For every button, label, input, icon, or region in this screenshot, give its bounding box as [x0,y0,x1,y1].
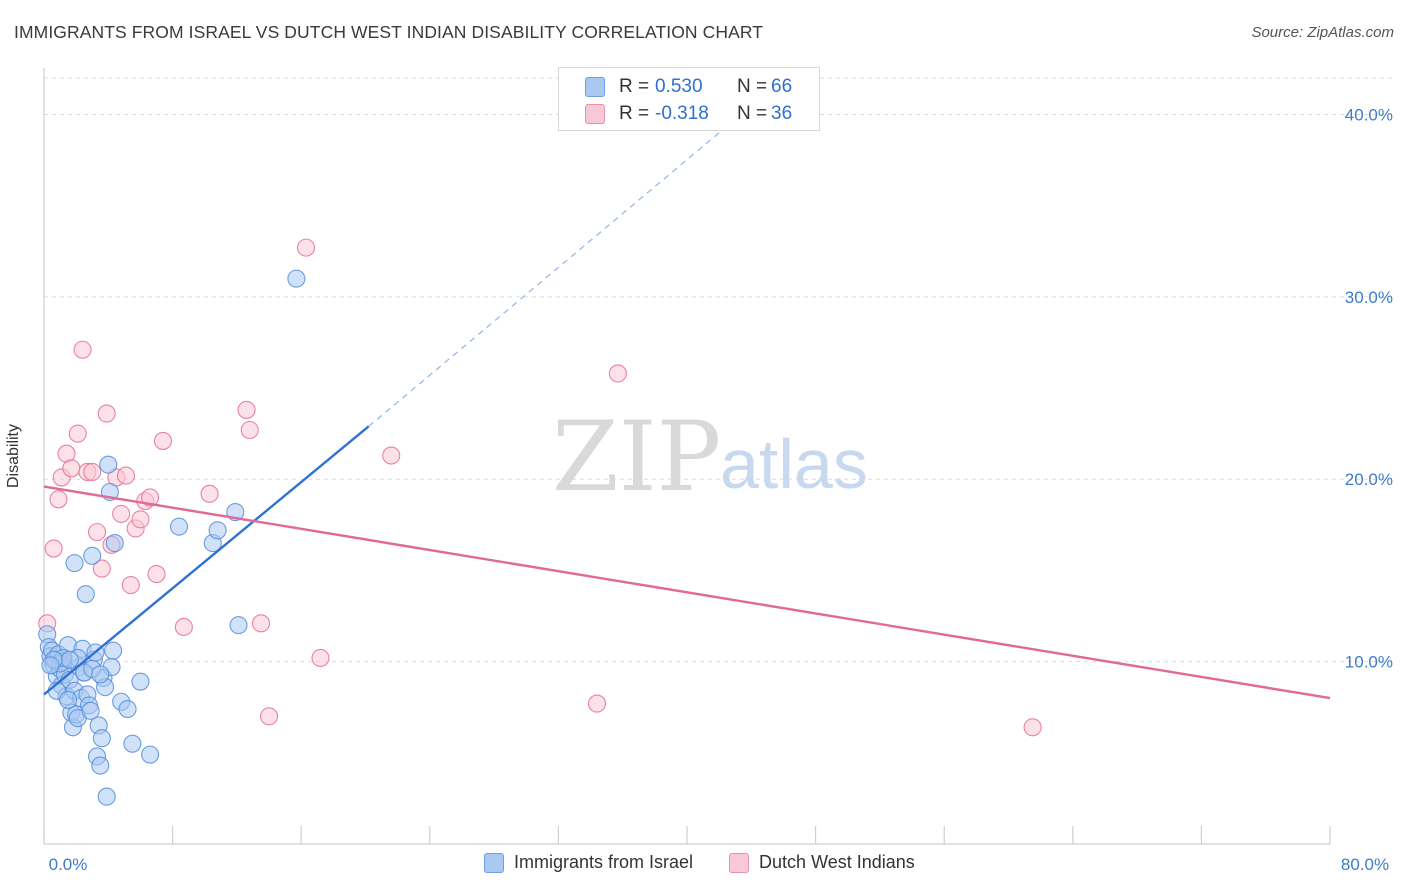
point-israel [97,787,116,806]
point-dutch-west-indian [587,694,607,713]
legend-swatch-dutch [729,852,750,873]
trend-lines [43,132,1331,700]
n-label: N = [737,103,768,124]
point-israel [59,690,78,709]
point-israel [81,701,100,720]
point-israel [141,745,160,764]
point-israel [118,699,137,719]
point-israel [91,665,110,684]
watermark-zip: ZIP [552,401,721,513]
watermark-atlas: atlas [720,425,868,503]
source-label: Source: ZipAtlas.com [1251,24,1394,41]
point-israel [65,554,84,573]
point-dutch-west-indian [1023,718,1042,737]
legend-row-dutch: R = -0.318 N = 36 [585,102,792,126]
y-tick-label: 40.0% [1345,105,1393,124]
legend-swatch-dutch [585,104,605,124]
point-dutch-west-indian [87,523,107,542]
point-dutch-west-indian [97,404,116,423]
legend-label-israel: Immigrants from Israel [514,852,694,872]
point-dutch-west-indian [92,559,111,578]
legend-item-israel[interactable]: Immigrants from Israel [484,852,693,873]
n-value: 36 [771,103,793,124]
point-israel [92,729,111,748]
point-dutch-west-indian [68,424,87,443]
point-israel [83,546,102,565]
axes [43,68,1331,845]
trend-line-israel [43,425,370,696]
legend-swatch-israel [585,77,605,97]
point-israel [105,534,124,553]
correlation-legend: R = 0.530 N = 66 R = -0.318 N = 36 [558,67,820,131]
x-tick-label: 0.0% [49,855,88,874]
point-dutch-west-indian [131,510,150,529]
y-tick-label: 10.0% [1345,653,1393,672]
point-israel [229,616,248,635]
point-israel [91,756,110,775]
point-israel [123,734,142,753]
point-dutch-west-indian [237,400,256,419]
point-dutch-west-indian [296,238,316,257]
point-dutch-west-indian [311,648,330,668]
point-israel [287,269,306,288]
point-dutch-west-indian [73,340,92,359]
point-israel [131,672,150,691]
tick-labels: 10.0% 20.0% 30.0% 40.0% 0.0% 80.0% [49,105,1393,874]
point-dutch-west-indian [251,614,271,633]
point-dutch-west-indian [141,488,160,507]
point-israel [41,656,60,675]
trend-line-dutch [43,485,1331,700]
point-dutch-west-indian [240,420,259,440]
point-dutch-west-indian [49,490,68,509]
point-dutch-west-indian [112,504,131,523]
r-value: 0.530 [655,76,703,97]
point-israel [60,650,79,669]
point-dutch-west-indian [62,459,81,478]
point-dutch-west-indian [608,364,627,383]
r-label: R = [619,76,650,97]
point-dutch-west-indian [121,575,140,595]
legend-item-dutch[interactable]: Dutch West Indians [729,852,915,873]
point-israel [99,455,118,474]
legend-label-dutch: Dutch West Indians [759,852,915,872]
point-israel [208,521,227,540]
n-label: N = [737,76,768,97]
y-tick-label: 20.0% [1345,470,1393,489]
point-dutch-west-indian [83,462,102,481]
grid-lines [44,77,1392,663]
point-dutch-west-indian [200,484,219,503]
legend-swatch-israel [484,852,504,873]
point-dutch-west-indian [174,617,193,637]
r-label: R = [619,103,650,124]
trend-line-israel-extension [368,132,720,427]
point-israel [104,641,123,660]
point-israel [76,585,95,604]
point-israel [169,517,189,536]
point-dutch-west-indian [44,539,63,558]
x-tick-label: 80.0% [1341,855,1389,874]
point-dutch-west-indian [116,466,136,485]
r-value: -0.318 [655,103,709,124]
series-legend: Immigrants from Israel Dutch West Indian… [484,852,951,873]
point-dutch-west-indian [147,565,166,584]
n-value: 66 [771,76,793,97]
legend-row-israel: R = 0.530 N = 66 [585,75,792,99]
point-dutch-west-indian [153,431,173,450]
point-dutch-west-indian [259,707,279,726]
y-tick-label: 30.0% [1345,288,1393,307]
chart-title: IMMIGRANTS FROM ISRAEL VS DUTCH WEST IND… [14,22,764,42]
point-dutch-west-indian [382,446,401,465]
